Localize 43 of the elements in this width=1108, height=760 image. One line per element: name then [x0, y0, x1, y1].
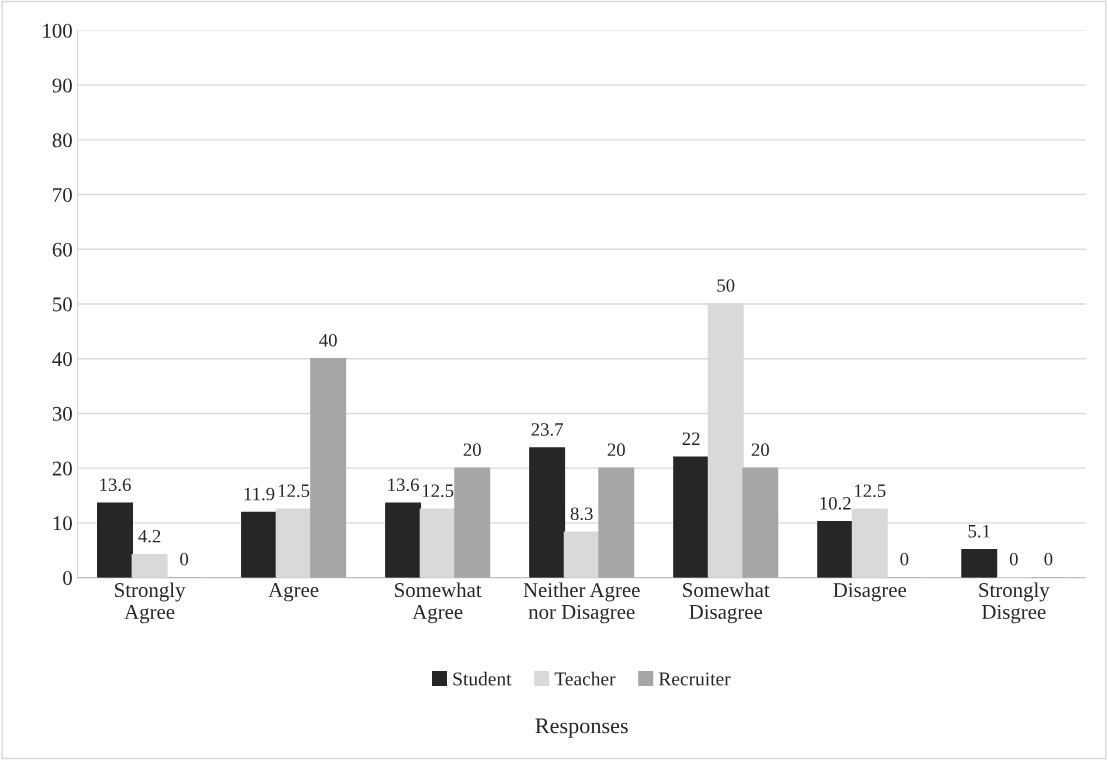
- data-label: 10.2: [820, 496, 851, 510]
- data-label: 22: [682, 432, 700, 445]
- x-tick-label: Disagree: [833, 583, 907, 602]
- data-label: 13.6: [388, 478, 419, 492]
- x-axis-title: Responses: [535, 718, 628, 738]
- x-tick-label: Neither Agree nor Disagree: [523, 582, 640, 624]
- x-tick-label: Somewhat Disagree: [683, 582, 770, 624]
- legend-label: Recruiter: [658, 672, 731, 686]
- data-label: 20: [607, 443, 625, 457]
- y-tick-label: 30: [52, 406, 72, 421]
- data-label: 12.5: [855, 484, 886, 498]
- data-label: 8.3: [570, 507, 593, 521]
- data-label: 20: [751, 443, 769, 457]
- data-label: 23.7: [531, 423, 563, 436]
- y-tick-label: 0: [63, 570, 72, 586]
- x-tick-label: Agree: [268, 583, 319, 602]
- data-label: 0: [1044, 552, 1053, 566]
- y-tick-label: 70: [53, 187, 72, 202]
- data-label: 5.1: [968, 524, 990, 538]
- data-label: 50: [717, 279, 735, 292]
- data-label: 0: [180, 552, 189, 566]
- data-label: 11.9: [244, 487, 275, 501]
- data-label: 4.2: [138, 529, 161, 543]
- y-tick-label: 80: [52, 133, 72, 148]
- y-tick-label: 10: [53, 516, 72, 531]
- y-tick-label: 40: [52, 352, 72, 367]
- legend-label: Student: [453, 671, 512, 686]
- x-tick-label: Strongly Agree: [115, 582, 186, 624]
- y-tick-label: 50: [53, 297, 72, 312]
- y-tick-label: 100: [43, 23, 72, 38]
- data-label: 12.5: [422, 484, 454, 498]
- data-label: 40: [319, 333, 337, 347]
- data-label: 12.5: [278, 484, 310, 498]
- data-label: 20: [463, 443, 481, 457]
- legend-label: Teacher: [554, 671, 616, 686]
- y-tick-label: 20: [52, 461, 72, 476]
- y-tick-label: 90: [52, 78, 72, 93]
- data-label: 0: [900, 552, 909, 566]
- y-tick-label: 60: [52, 242, 72, 257]
- data-label: 13.6: [100, 478, 131, 492]
- x-tick-label: Somewhat Agree: [395, 582, 482, 624]
- x-tick-label: Strongly Disgree: [979, 582, 1050, 624]
- data-label: 0: [1009, 552, 1018, 566]
